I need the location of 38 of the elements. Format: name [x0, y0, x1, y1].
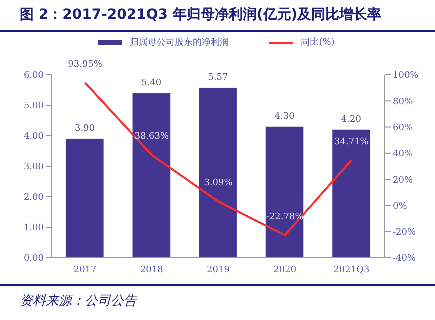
- y-tick-label: 6.00: [24, 71, 44, 82]
- y-tick-label: 0.00: [24, 254, 44, 264]
- data-label: 3.09%: [204, 178, 234, 189]
- data-label: 5.57: [208, 73, 228, 84]
- y-tick-label: 4.00: [24, 132, 44, 142]
- chart-title: 图 2：2017-2021Q3 年归母净利润(亿元)及同比增长率: [20, 6, 382, 24]
- data-label: 4.20: [341, 114, 362, 125]
- data-label: 4.30: [274, 112, 296, 122]
- bar: [266, 126, 304, 258]
- x-tick-label: 2021Q3: [334, 265, 370, 276]
- x-tick-label: 2019: [207, 265, 230, 276]
- y-tick-label: 3.00: [24, 162, 44, 173]
- y2-tick-label: 40%: [393, 150, 414, 160]
- x-tick-label: 2018: [140, 265, 164, 276]
- bar: [332, 130, 371, 258]
- y2-tick-label: 60%: [393, 123, 414, 134]
- y2-tick-label: 20%: [393, 176, 414, 186]
- data-label: 5.40: [142, 78, 162, 88]
- y2-tick-label: 80%: [393, 97, 414, 108]
- legend-label: 归属母公司股东的净利润: [130, 36, 230, 49]
- x-tick-label: 2017: [74, 265, 98, 276]
- data-label: 38.63%: [134, 132, 170, 142]
- bar: [132, 93, 171, 258]
- bar: [66, 138, 104, 258]
- y-tick-label: 1.00: [24, 224, 44, 234]
- data-label: 3.90: [74, 124, 96, 134]
- y2-tick-label: 100%: [393, 71, 420, 82]
- bar: [198, 88, 238, 258]
- text: 资料来源：公司公告: [20, 293, 137, 310]
- y2-tick-label: -40%: [393, 254, 416, 264]
- y-tick-label: 5.00: [24, 102, 44, 112]
- y-tick-label: 2.00: [24, 193, 44, 204]
- y2-tick-label: -20%: [393, 228, 416, 238]
- legend-label: 同比(%): [301, 36, 335, 49]
- data-label: 93.95%: [68, 60, 103, 70]
- y2-tick-label: 0%: [393, 202, 408, 212]
- x-tick-label: 2020: [274, 265, 297, 276]
- data-label: 34.71%: [334, 137, 370, 148]
